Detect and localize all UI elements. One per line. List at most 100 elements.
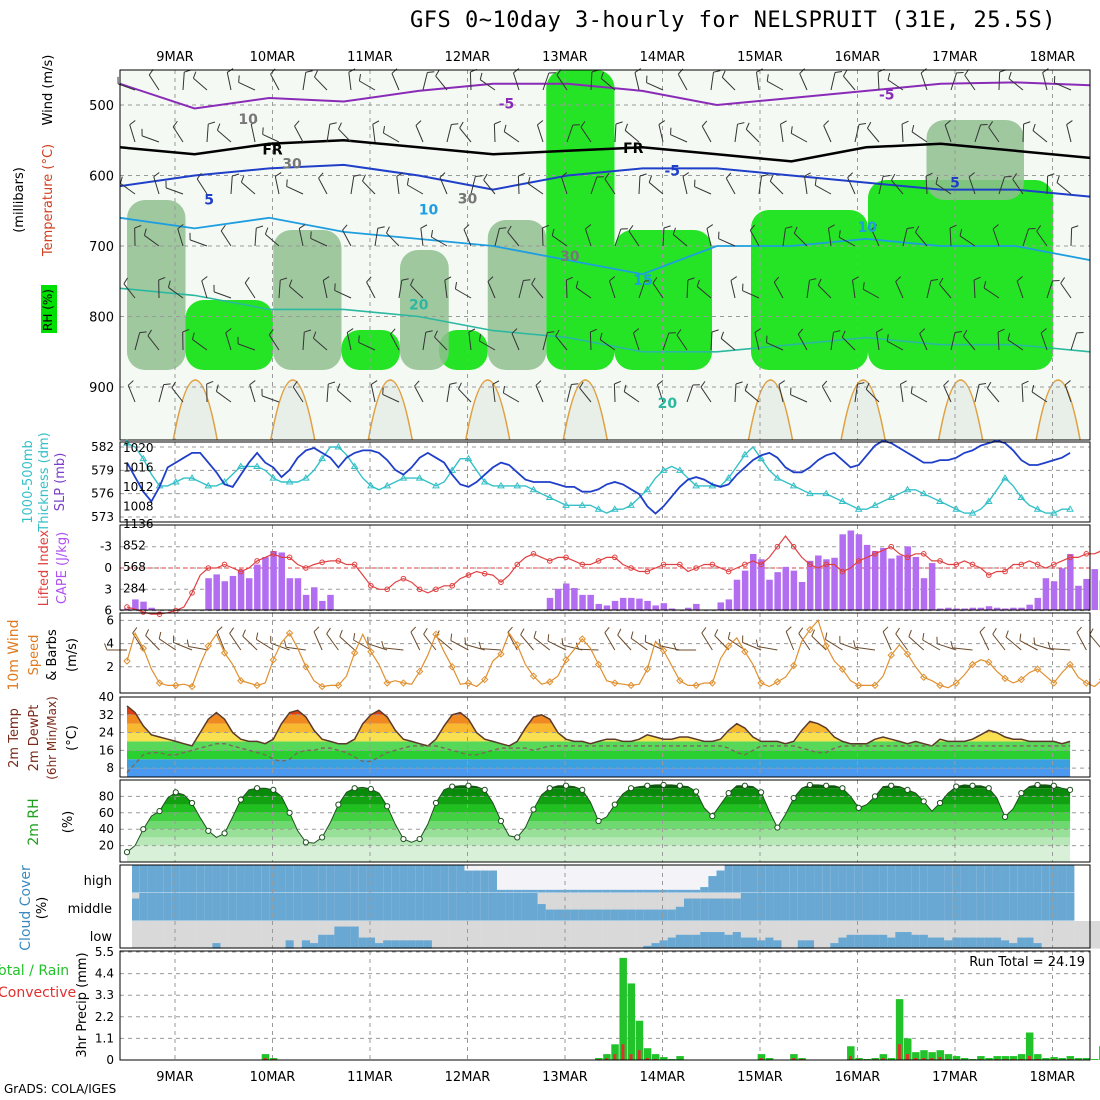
cloud-empty — [537, 865, 546, 893]
cape-bar — [806, 560, 814, 610]
rh-frame — [119, 779, 1091, 863]
wind-barb — [1021, 380, 1029, 385]
cape-bar — [579, 594, 586, 610]
lifted-index-point — [351, 561, 358, 568]
lifted-index-tick: 0 — [104, 561, 112, 575]
wind-barb — [935, 183, 952, 195]
wind-barb — [728, 638, 746, 651]
cloud-cell — [1001, 893, 1010, 921]
rh-point — [140, 826, 147, 833]
cloud-empty — [1074, 921, 1083, 949]
wind-barb — [326, 124, 331, 143]
cloud-cell — [188, 893, 197, 921]
temperature-band — [127, 714, 1071, 724]
wind-barb — [420, 224, 428, 229]
wind-barb — [600, 78, 616, 91]
cloud-cell — [643, 909, 652, 921]
wind-barb — [278, 280, 281, 299]
wind-barb — [959, 235, 976, 247]
wind-barb — [968, 176, 976, 195]
precip-total-bar — [1074, 1058, 1083, 1060]
wind-barb — [120, 183, 136, 195]
precip-total-bar — [1050, 1057, 1058, 1060]
wind-barb — [987, 387, 1000, 403]
wind-barb — [423, 633, 437, 651]
wind-barb — [123, 283, 136, 299]
wind-speed-point — [237, 677, 245, 685]
precip-convective-bar — [605, 1058, 609, 1060]
wind-barb — [694, 186, 712, 195]
rh-point — [693, 788, 700, 795]
wind-barb — [285, 646, 306, 651]
wind-speed-point — [513, 641, 521, 649]
wind-barb — [431, 236, 448, 247]
wind-barb — [979, 631, 990, 651]
precip-total-bar — [790, 1054, 798, 1060]
wind-barb — [158, 384, 165, 403]
rh-point — [758, 789, 765, 796]
cloud-empty — [667, 865, 677, 893]
wind-barb — [1070, 332, 1078, 351]
temperature-tick: 40 — [99, 690, 114, 704]
cloud-cell — [407, 940, 416, 949]
wind-barb — [158, 638, 177, 651]
wind-barb — [314, 76, 328, 91]
rh-legend-swatch — [41, 285, 57, 333]
precip-tick: 3.3 — [95, 988, 114, 1002]
panel-wind10m — [104, 613, 1100, 693]
wind-barb — [523, 279, 531, 282]
wind-barb — [386, 232, 400, 247]
cloud-cell — [366, 937, 376, 949]
wind-barb — [430, 230, 434, 238]
wind-barb — [226, 72, 232, 91]
thickness-point — [692, 481, 700, 489]
rh-point — [367, 785, 374, 793]
cloud-empty — [163, 921, 172, 949]
wind-barb — [599, 332, 603, 340]
wind-barb — [908, 636, 925, 651]
cloud-cell — [488, 893, 498, 921]
cloud-cell — [261, 865, 270, 893]
wind-barb — [854, 124, 860, 143]
cloud-empty — [188, 921, 197, 949]
wind-barb — [623, 384, 627, 392]
wind-barb — [196, 172, 202, 180]
cloud-empty — [627, 921, 636, 949]
y-axis-label-wind10m: 10m Wind — [6, 619, 22, 690]
lifted-index-point — [221, 561, 228, 568]
wind-barb — [507, 632, 518, 651]
cloud-empty — [496, 865, 506, 893]
wind-barb — [250, 124, 256, 143]
temperature-tick: 16 — [99, 743, 114, 757]
wind-barb — [172, 120, 178, 128]
y-axis-label-cloud-unit: (%) — [35, 897, 50, 920]
cloud-empty — [635, 893, 644, 921]
wind-barb — [444, 276, 452, 281]
cloud-cell — [984, 893, 994, 921]
wind-barb — [386, 226, 390, 234]
cloud-cell — [163, 865, 172, 893]
wind-barb — [459, 121, 464, 129]
cloud-empty — [456, 921, 465, 949]
lifted-index-point — [628, 565, 634, 571]
wind-barb — [978, 383, 987, 385]
panel-cloud-cover — [120, 865, 1100, 949]
wind-barb — [1040, 328, 1047, 334]
cape-bar — [668, 608, 676, 610]
wind-barb — [817, 284, 832, 299]
wind-barb — [262, 127, 264, 135]
thickness-point — [1066, 505, 1074, 512]
wind-barb — [609, 276, 616, 282]
wind-speed-point — [155, 679, 164, 687]
lifted-index-point — [563, 554, 569, 561]
wind-barb — [575, 287, 592, 299]
rh-point — [1018, 790, 1025, 797]
cloud-cell — [781, 865, 790, 893]
cloud-cell — [472, 893, 481, 921]
wind-barb — [652, 282, 664, 299]
cape-bar — [619, 597, 627, 610]
wind-barb — [851, 280, 856, 299]
cloud-cell — [553, 909, 563, 921]
cape-tick: 284 — [123, 582, 146, 596]
cloud-empty — [627, 865, 636, 893]
